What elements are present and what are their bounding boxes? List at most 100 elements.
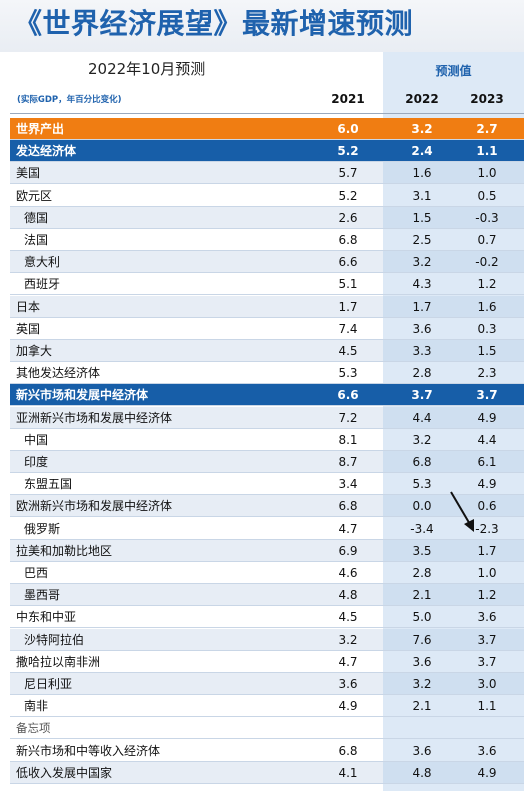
table-row: 法国 6.8 2.5 0.7 bbox=[10, 229, 524, 251]
table-row: 备忘项 bbox=[10, 717, 524, 740]
value-2023: 0.6 bbox=[477, 499, 497, 514]
table-row: 东盟五国 3.4 5.3 4.9 bbox=[10, 473, 524, 496]
row-label-background bbox=[10, 584, 383, 606]
value-2023: 1.1 bbox=[476, 144, 498, 159]
row-label: 撒哈拉以南非洲 bbox=[16, 654, 101, 669]
row-projection-background bbox=[383, 251, 524, 273]
value-2023: 4.9 bbox=[477, 765, 497, 780]
value-2021: 4.9 bbox=[338, 699, 358, 714]
row-label: 俄罗斯 bbox=[24, 521, 61, 536]
row-label-background bbox=[10, 251, 383, 273]
table-row: 西班牙 5.1 4.3 1.2 bbox=[10, 273, 524, 296]
value-2023: 0.5 bbox=[477, 188, 497, 203]
table-subtitle: 2022年10月预测 bbox=[88, 60, 206, 78]
value-2022: 0.0 bbox=[412, 499, 432, 514]
value-2023: 2.3 bbox=[477, 366, 497, 381]
value-2022: 3.3 bbox=[412, 344, 432, 358]
value-2021: 3.4 bbox=[338, 477, 358, 492]
row-label: 中国 bbox=[24, 432, 49, 447]
value-2021: 6.8 bbox=[338, 499, 358, 514]
value-2021: 4.7 bbox=[338, 521, 358, 536]
year-header-2023: 2023 bbox=[470, 92, 504, 106]
value-2022: 2.8 bbox=[412, 566, 432, 580]
row-label: 沙特阿拉伯 bbox=[24, 632, 85, 647]
value-2023: 2.7 bbox=[476, 122, 498, 136]
row-projection-background bbox=[383, 451, 524, 472]
value-2022: 7.6 bbox=[412, 632, 432, 647]
table-row: 中东和中亚 4.5 5.0 3.6 bbox=[10, 606, 524, 629]
value-2023: 1.5 bbox=[477, 344, 497, 358]
table-row: 欧洲新兴市场和发展中经济体 6.8 0.0 0.6 bbox=[10, 495, 524, 518]
value-2022: 1.6 bbox=[412, 166, 432, 181]
value-2022: 5.0 bbox=[412, 610, 432, 625]
value-2022: 4.3 bbox=[412, 277, 432, 292]
table-row: 日本 1.7 1.7 1.6 bbox=[10, 295, 524, 318]
row-projection-background bbox=[383, 539, 524, 561]
value-2023: -2.3 bbox=[475, 521, 499, 536]
value-2022: 4.4 bbox=[412, 410, 432, 425]
value-2021: 6.6 bbox=[337, 388, 359, 403]
row-label: 英国 bbox=[16, 321, 41, 336]
value-2022: 3.7 bbox=[411, 388, 433, 403]
row-projection-background bbox=[383, 495, 524, 517]
value-2022: 3.2 bbox=[412, 677, 432, 691]
value-2021: 6.8 bbox=[338, 233, 358, 247]
header-rule bbox=[10, 113, 524, 114]
row-label: 低收入发展中国家 bbox=[16, 765, 113, 780]
row-label-background bbox=[10, 761, 383, 783]
value-2022: 2.4 bbox=[411, 144, 433, 159]
row-label: 亚洲新兴市场和发展中经济体 bbox=[16, 410, 173, 425]
value-2021: 4.7 bbox=[338, 654, 358, 669]
table-row: 撒哈拉以南非洲 4.7 3.6 3.7 bbox=[10, 651, 524, 673]
value-2022: 3.2 bbox=[411, 122, 433, 136]
row-projection-background bbox=[383, 206, 524, 228]
arrow-shaft bbox=[450, 491, 472, 527]
arrow-head bbox=[464, 519, 474, 532]
value-2023: -0.2 bbox=[475, 255, 499, 270]
value-2021: 5.2 bbox=[338, 188, 358, 203]
row-label: 东盟五国 bbox=[24, 477, 73, 492]
table-row: 新兴市场和中等收入经济体 6.8 3.6 3.6 bbox=[10, 740, 524, 762]
value-2021: 4.5 bbox=[338, 344, 358, 358]
value-2021: 6.6 bbox=[338, 255, 358, 270]
table-row: 巴西 4.6 2.8 1.0 bbox=[10, 562, 524, 584]
value-2021: 6.9 bbox=[338, 543, 358, 558]
row-label: 西班牙 bbox=[24, 277, 61, 292]
value-2022: 3.6 bbox=[412, 654, 432, 669]
value-2023: 4.9 bbox=[477, 410, 497, 425]
value-2021: 4.1 bbox=[338, 765, 358, 780]
row-label: 法国 bbox=[24, 233, 49, 247]
table-row: 美国 5.7 1.6 1.0 bbox=[10, 162, 524, 185]
row-projection-background bbox=[383, 673, 524, 694]
value-2021: 4.5 bbox=[338, 610, 358, 625]
value-2023: 4.4 bbox=[477, 432, 497, 447]
value-2023: 1.2 bbox=[477, 277, 497, 292]
value-2021: 3.6 bbox=[338, 677, 358, 691]
value-2022: 3.2 bbox=[412, 255, 432, 270]
table-row: 意大利 6.6 3.2 -0.2 bbox=[10, 251, 524, 274]
row-label-background bbox=[10, 539, 383, 561]
value-2023: -0.3 bbox=[475, 210, 499, 225]
value-2023: 1.0 bbox=[477, 166, 497, 181]
row-projection-background bbox=[383, 162, 524, 184]
row-projection-background bbox=[383, 761, 524, 783]
value-2021: 5.7 bbox=[338, 166, 358, 181]
value-2022: 3.1 bbox=[412, 188, 432, 203]
row-label: 加拿大 bbox=[16, 344, 53, 358]
value-2023: 3.6 bbox=[477, 743, 497, 758]
table-row: 低收入发展中国家 4.1 4.8 4.9 bbox=[10, 761, 524, 784]
row-label-background bbox=[10, 451, 383, 472]
value-2021: 6.0 bbox=[337, 122, 359, 136]
table-row: 印度 8.7 6.8 6.1 bbox=[10, 451, 524, 473]
value-2021: 5.2 bbox=[337, 144, 359, 159]
row-label: 发达经济体 bbox=[16, 144, 77, 159]
row-label: 尼日利亚 bbox=[24, 677, 73, 691]
table-row: 其他发达经济体 5.3 2.8 2.3 bbox=[10, 362, 524, 385]
value-2021: 5.1 bbox=[338, 277, 358, 292]
row-projection-background bbox=[383, 406, 524, 428]
row-label-background bbox=[10, 406, 383, 428]
table-row: 德国 2.6 1.5 -0.3 bbox=[10, 206, 524, 229]
table-row: 加拿大 4.5 3.3 1.5 bbox=[10, 340, 524, 362]
row-label: 日本 bbox=[16, 299, 41, 314]
